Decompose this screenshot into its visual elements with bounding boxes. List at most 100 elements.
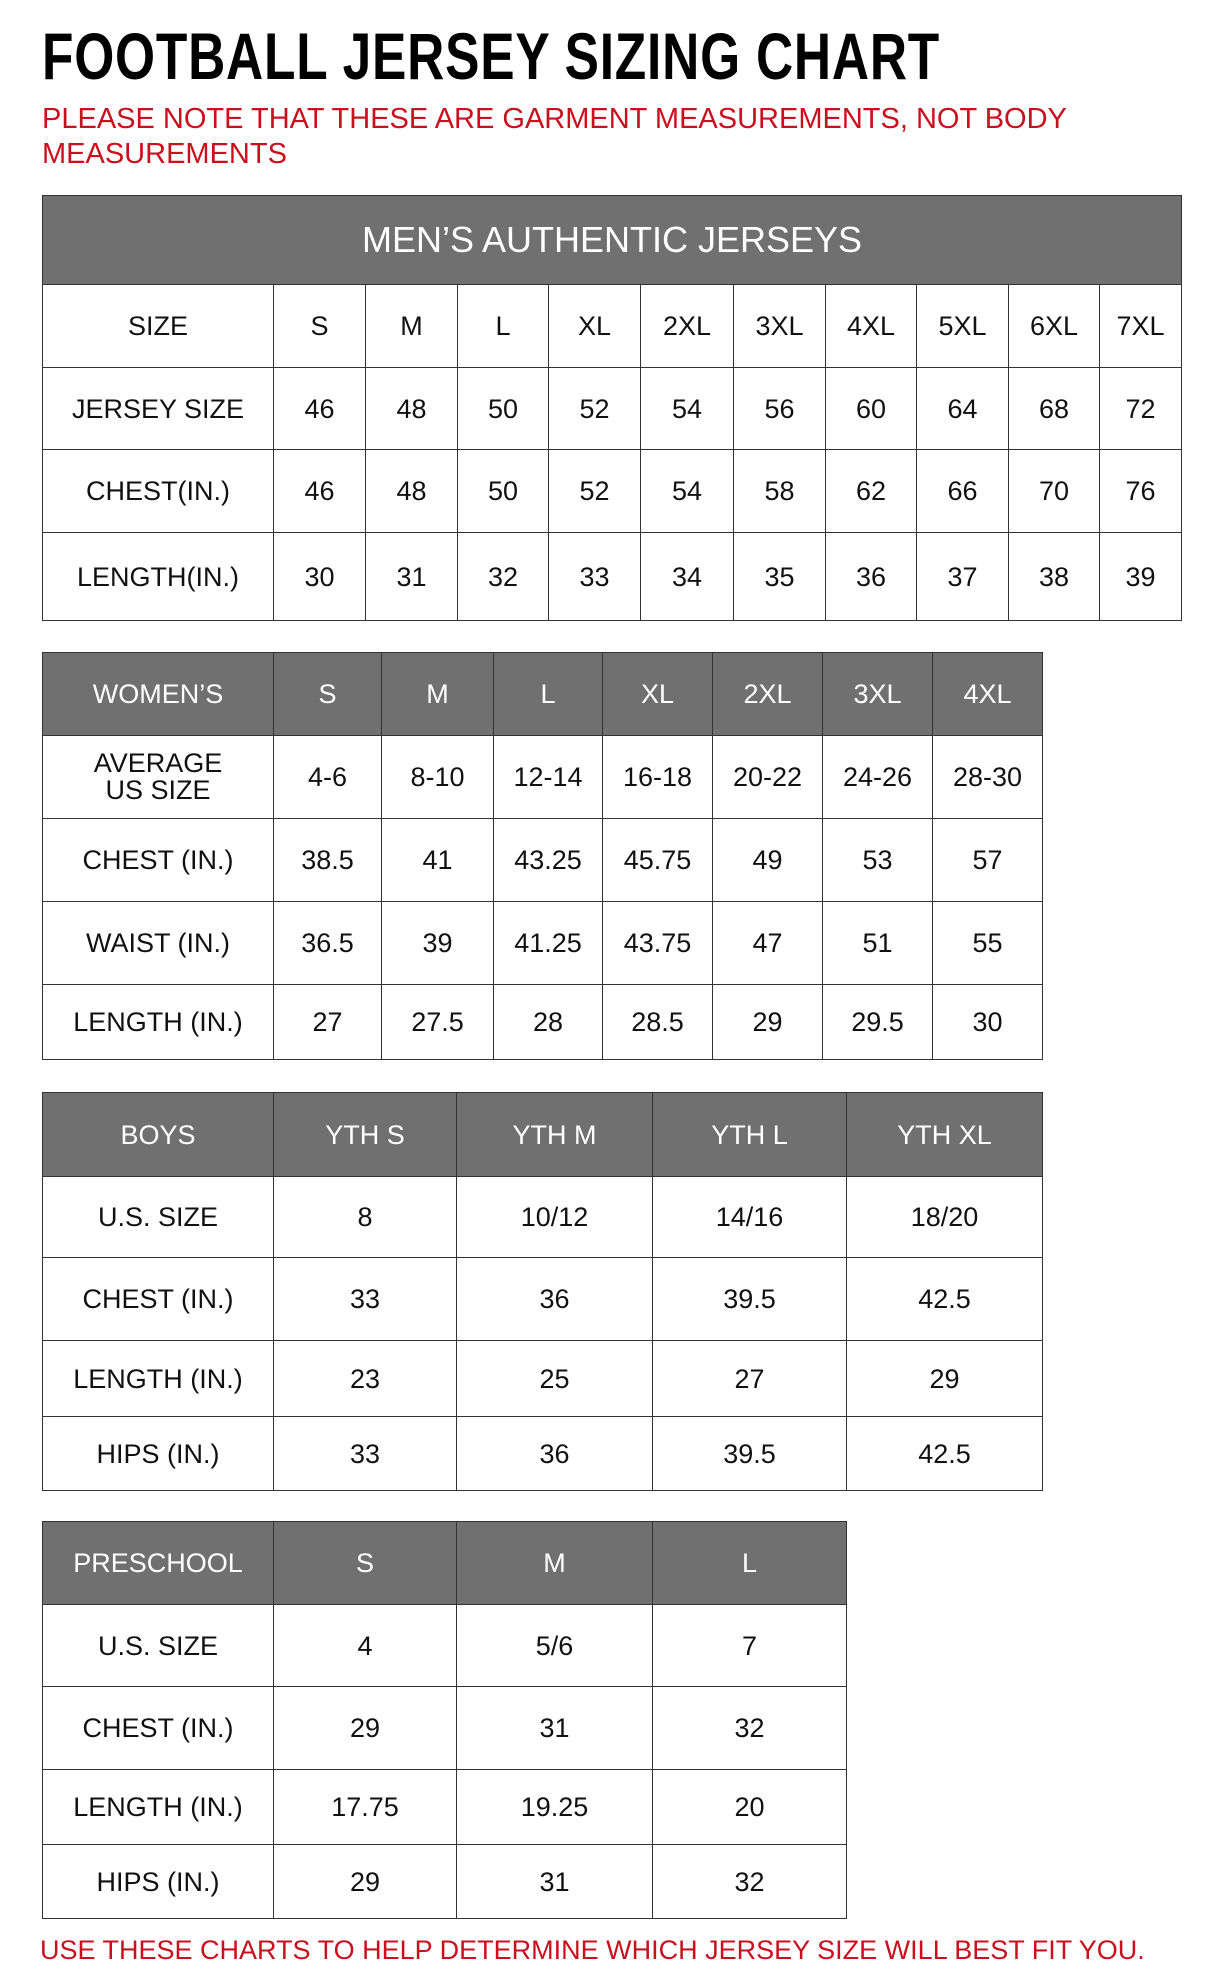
womens-size-table: WOMEN’S S M L XL 2XL 3XL 4XL AVERAGE US SIZE 4-6 8… [42,652,1043,1060]
size-column-header: YTH M [456,1092,653,1177]
table-cell: 76 [1098,449,1183,533]
size-column-header: YTH XL [846,1092,1043,1177]
table-cell: 23 [273,1340,457,1417]
table-cell: 36 [825,532,917,621]
size-column-header: 4XL [932,652,1043,736]
table-row: LENGTH (IN.) 17.75 19.25 20 [42,1769,847,1845]
table-cell: 31 [365,532,458,621]
table-row: CHEST (IN.) 38.5 41 43.25 45.75 49 53 57 [42,818,1043,902]
size-column-header: 3XL [822,652,933,736]
table-cell: 38.5 [273,818,382,902]
table-row: LENGTH (IN.) 23 25 27 29 [42,1340,1043,1417]
mens-size-table: MEN’S AUTHENTIC JERSEYS SIZE S M L XL 2XL 3XL 4X… [41,195,1183,621]
table-cell: 42.5 [846,1257,1043,1341]
table-cell: 43.25 [493,818,603,902]
table-cell: 39 [381,901,494,985]
table-cell: 2XL [640,284,734,368]
table-banner: MEN’S AUTHENTIC JERSEYS [41,195,1183,285]
table-cell: 12-14 [493,735,603,819]
row-label: SIZE [42,284,274,368]
table-cell: 19.25 [456,1769,653,1845]
table-cell: 41 [381,818,494,902]
table-cell: 58 [733,449,826,533]
table-cell: M [365,284,458,368]
table-cell: 39.5 [652,1257,847,1341]
table-cell: 8 [273,1176,457,1258]
size-column-header: YTH L [652,1092,847,1177]
table-cell: 20 [652,1769,847,1845]
table-cell: 33 [273,1257,457,1341]
table-cell: 30 [932,984,1043,1060]
table-cell: 32 [652,1686,847,1770]
table-cell: 54 [640,367,734,450]
table-cell: 27.5 [381,984,494,1060]
table-cell: 62 [825,449,917,533]
table-cell: 37 [916,532,1009,621]
table-cell: 14/16 [652,1176,847,1258]
table-cell: 28 [493,984,603,1060]
table-cell: 45.75 [602,818,713,902]
table-category-header: WOMEN’S [42,652,274,736]
table-cell: 66 [916,449,1009,533]
table-cell: 50 [457,367,549,450]
table-row: CHEST(IN.) 46 48 50 52 54 58 62 66 70 76 [42,449,1183,533]
table-cell: 51 [822,901,933,985]
table-cell: 6XL [1008,284,1100,368]
table-cell: 43.75 [602,901,713,985]
table-row: WAIST (IN.) 36.5 39 41.25 43.75 47 51 55 [42,901,1043,985]
table-cell: 52 [548,449,641,533]
table-cell: 16-18 [602,735,713,819]
row-label: LENGTH (IN.) [42,984,274,1060]
table-cell: 50 [457,449,549,533]
table-cell: 36 [456,1416,653,1491]
table-cell: 46 [273,367,366,450]
table-row: HIPS (IN.) 33 36 39.5 42.5 [42,1416,1043,1491]
table-cell: 27 [652,1340,847,1417]
table-header-row: PRESCHOOL S M L [42,1521,847,1605]
table-cell: 29 [712,984,823,1060]
table-cell: 33 [273,1416,457,1491]
size-column-header: L [493,652,603,736]
row-label: JERSEY SIZE [42,367,274,450]
boys-size-table: BOYS YTH S YTH M YTH L YTH XL U.S. SIZE 8 10/12… [42,1092,1043,1491]
table-cell: 3XL [733,284,826,368]
table-cell: 64 [916,367,1009,450]
table-row: U.S. SIZE 8 10/12 14/16 18/20 [42,1176,1043,1258]
table-cell: 10/12 [456,1176,653,1258]
table-row: U.S. SIZE 4 5/6 7 [42,1604,847,1687]
table-row: CHEST (IN.) 33 36 39.5 42.5 [42,1257,1043,1341]
table-cell: 29.5 [822,984,933,1060]
row-label: U.S. SIZE [42,1176,274,1258]
row-label: HIPS (IN.) [42,1416,274,1491]
table-cell: 24-26 [822,735,933,819]
table-cell: 52 [548,367,641,450]
table-cell: 5/6 [456,1604,653,1687]
row-label: HIPS (IN.) [42,1844,274,1919]
table-cell: 54 [640,449,734,533]
table-cell: 72 [1098,367,1183,450]
table-cell: 53 [822,818,933,902]
table-cell: L [457,284,549,368]
table-cell: 33 [548,532,641,621]
table-cell: 57 [932,818,1043,902]
table-cell: 42.5 [846,1416,1043,1491]
table-cell: 60 [825,367,917,450]
table-cell: 31 [456,1686,653,1770]
row-label: AVERAGE US SIZE [42,735,274,819]
table-row: CHEST (IN.) 29 31 32 [42,1686,847,1770]
table-cell: 56 [733,367,826,450]
table-cell: 29 [846,1340,1043,1417]
size-column-header: S [273,652,382,736]
size-column-header: XL [602,652,713,736]
table-row: HIPS (IN.) 29 31 32 [42,1844,847,1919]
row-label: LENGTH (IN.) [42,1340,274,1417]
table-row: JERSEY SIZE 46 48 50 52 54 56 60 64 68 72 [42,367,1183,450]
row-label: LENGTH (IN.) [42,1769,274,1845]
row-label: CHEST(IN.) [42,449,274,533]
table-cell: 28-30 [932,735,1043,819]
table-cell: XL [548,284,641,368]
table-cell: 31 [456,1844,653,1919]
table-cell: 25 [456,1340,653,1417]
footer-note: USE THESE CHARTS TO HELP DETERMINE WHICH… [40,1935,1145,1965]
table-header-row: BOYS YTH S YTH M YTH L YTH XL [42,1092,1043,1177]
